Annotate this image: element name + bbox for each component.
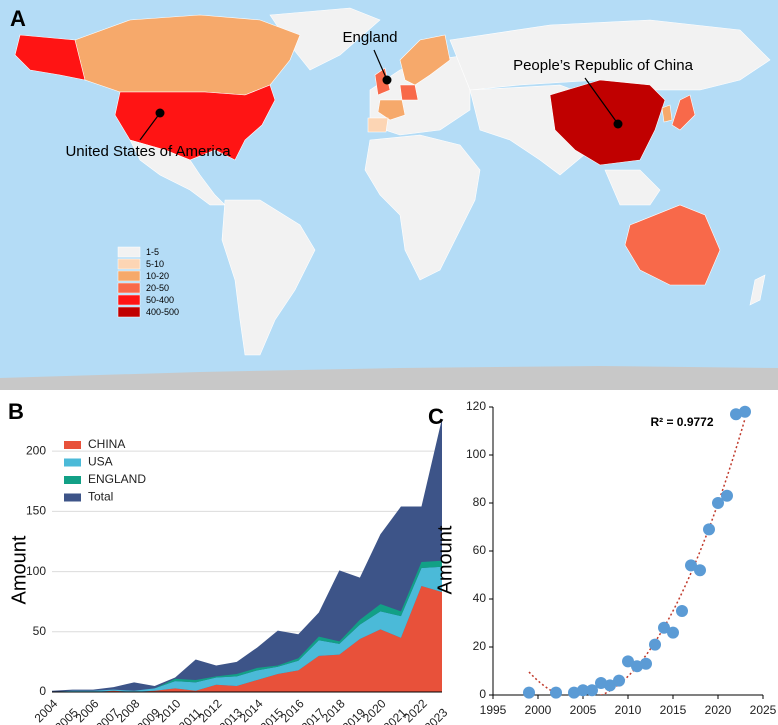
legend-swatch xyxy=(117,270,141,282)
point xyxy=(694,564,706,577)
point xyxy=(523,686,535,699)
point xyxy=(568,686,580,699)
point xyxy=(640,657,652,670)
korea xyxy=(661,104,673,123)
legend-swatch xyxy=(117,306,141,318)
legend-label: CHINA xyxy=(88,437,125,451)
russia xyxy=(449,19,771,91)
legend-swatch xyxy=(117,294,141,306)
area xyxy=(52,586,442,692)
uk xyxy=(374,67,391,96)
point xyxy=(712,497,724,509)
y-tick-label: 150 xyxy=(26,504,46,518)
australia xyxy=(624,204,721,286)
point xyxy=(658,621,670,634)
annotation: R² = 0.9772 xyxy=(650,415,713,429)
x-tick-label: 2015 xyxy=(660,703,687,717)
legend-swatch xyxy=(64,458,81,467)
antarctica xyxy=(0,366,778,390)
point xyxy=(667,626,679,639)
usa-dot xyxy=(155,108,165,118)
china xyxy=(549,79,666,166)
arrows xyxy=(139,49,619,141)
legend-swatch xyxy=(117,258,141,270)
legend-label: ENGLAND xyxy=(88,472,146,486)
point xyxy=(676,605,688,617)
annotation: United States of America xyxy=(65,143,231,160)
y-tick-label: 200 xyxy=(26,443,46,457)
x-tick-label: 2020 xyxy=(705,703,732,717)
panel-label: B xyxy=(8,399,24,424)
legend-label: 50-400 xyxy=(146,295,174,305)
southeast-asia xyxy=(604,169,661,206)
x-tick-label: 2010 xyxy=(615,703,642,717)
legend-swatch xyxy=(64,476,81,484)
y-tick-label: 0 xyxy=(479,687,486,701)
x-tick-label: 2025 xyxy=(750,703,777,717)
y-tick-label: 100 xyxy=(466,447,486,461)
legend-swatch xyxy=(64,493,81,502)
point xyxy=(577,684,589,697)
spain xyxy=(367,117,389,133)
point xyxy=(721,489,733,502)
scandinavia xyxy=(399,34,451,86)
legend-label: 1-5 xyxy=(146,247,159,257)
point xyxy=(685,559,697,572)
legend-swatch xyxy=(64,441,81,449)
y-tick-label: 120 xyxy=(466,399,486,413)
area xyxy=(52,566,442,692)
alaska xyxy=(14,34,86,81)
x-tick-label: 2005 xyxy=(570,703,597,717)
y-tick-label: 20 xyxy=(473,639,487,653)
annotation: England xyxy=(342,29,397,46)
y-axis-label: Amount xyxy=(434,525,456,594)
point xyxy=(631,660,643,673)
point xyxy=(622,655,634,668)
point xyxy=(613,674,625,687)
panel-b: B Amount 0501001502002004200520062007200… xyxy=(8,399,451,725)
africa xyxy=(364,134,481,281)
area xyxy=(52,418,442,692)
point xyxy=(649,638,661,651)
y-tick-label: 100 xyxy=(26,564,46,578)
point xyxy=(604,679,616,692)
germany xyxy=(399,84,419,101)
panel-label: C xyxy=(428,404,444,429)
point xyxy=(703,523,715,536)
world-map: England People’s Republic of China Unite… xyxy=(0,0,778,390)
england-dot xyxy=(382,75,392,85)
legend-label: Total xyxy=(88,490,113,504)
legend-label: 20-50 xyxy=(146,283,169,293)
point xyxy=(586,684,598,697)
y-axis-label: Amount xyxy=(8,535,30,604)
legend-label: USA xyxy=(88,455,113,469)
legend-swatch xyxy=(117,246,141,258)
x-tick-label: 1995 xyxy=(480,703,507,717)
south-america xyxy=(221,199,316,356)
france xyxy=(377,99,406,121)
y-tick-label: 50 xyxy=(33,624,47,638)
legend-swatch xyxy=(117,282,141,294)
new-zealand xyxy=(749,274,766,306)
legend-label: 400-500 xyxy=(146,307,179,317)
panel-label: A xyxy=(10,6,26,31)
japan xyxy=(671,94,696,131)
panel-c: C Amount R² = 0.9772 0 20 40 60 80 100 120 1995… xyxy=(428,399,777,717)
annotation: People’s Republic of China xyxy=(513,57,693,74)
y-tick-label: 0 xyxy=(39,684,46,698)
map-legend: 1-5 5-10 10-20 20-50 50-400 400-500 xyxy=(117,246,179,318)
y-tick-label: 80 xyxy=(473,495,487,509)
trendline xyxy=(528,418,746,695)
point xyxy=(730,408,742,421)
legend-label: 10-20 xyxy=(146,271,169,281)
point xyxy=(595,677,607,689)
y-tick-label: 40 xyxy=(473,591,487,605)
y-tick-label: 60 xyxy=(473,543,487,557)
point xyxy=(550,686,562,699)
point xyxy=(739,405,751,418)
legend-label: 5-10 xyxy=(146,259,164,269)
x-tick-label: 2000 xyxy=(525,703,552,717)
china-dot xyxy=(613,119,623,129)
